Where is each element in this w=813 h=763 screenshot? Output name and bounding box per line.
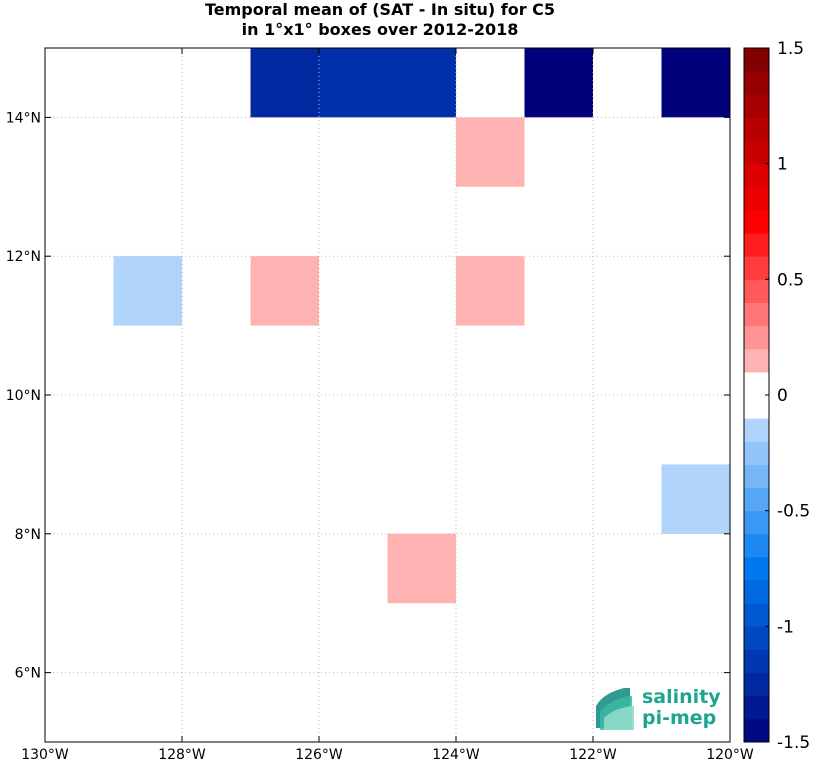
heatmap-cells: [113, 48, 730, 604]
logo-line-2: pi-mep: [642, 707, 716, 729]
colorbar-segment: [744, 672, 769, 697]
logo-waves-icon: [596, 688, 634, 730]
salinity-pi-mep-logo: salinity pi-mep: [596, 686, 721, 730]
colorbar-tick-label: 0.5: [777, 270, 804, 290]
colorbar-segment: [744, 209, 769, 234]
heatmap-cell: [113, 256, 182, 326]
heatmap-cell: [456, 117, 525, 187]
colorbar-tick-label: -0.5: [777, 502, 810, 522]
colorbar-segment: [744, 233, 769, 257]
chart-title-line-1: Temporal mean of (SAT - In situ) for C5: [204, 0, 556, 19]
colorbar-segment: [744, 140, 769, 165]
colorbar-tick-label: 1: [777, 155, 788, 175]
heatmap-cell: [456, 256, 525, 326]
colorbar-segment: [744, 695, 769, 720]
colorbar-segment: [744, 487, 769, 512]
colorbar-segment: [744, 117, 769, 142]
colorbar-segment: [744, 163, 769, 188]
chart-title: Temporal mean of (SAT - In situ) for C5 …: [0, 0, 760, 40]
colorbar-tick-label: 1.5: [777, 39, 804, 59]
colorbar-segment: [744, 556, 769, 581]
colorbar-segment: [744, 279, 769, 303]
heatmap-cell: [387, 533, 456, 604]
colorbar-tick-label: -1.5: [777, 733, 810, 753]
heatmap-cell: [387, 48, 456, 118]
y-axis: 6°N 8°N 10°N 12°N 14°N: [6, 110, 730, 682]
x-axis: 130°W 128°W 126°W 124°W 122°W 120°W: [21, 48, 754, 763]
colorbar-segment: [744, 603, 769, 627]
x-tick-label: 124°W: [432, 747, 480, 763]
colorbar-tick-label: -1: [777, 617, 794, 637]
x-tick-label: 120°W: [706, 747, 754, 763]
y-tick-label: 6°N: [15, 666, 41, 682]
colorbar-segment: [744, 302, 769, 327]
heatmap-cell: [661, 464, 730, 534]
colorbar-segment: [744, 395, 769, 419]
colorbar-segment: [744, 533, 769, 558]
colorbar-segment: [744, 649, 769, 674]
chart-title-line-2: in 1°x1° boxes over 2012-2018: [241, 20, 519, 39]
colorbar-segment: [744, 418, 769, 442]
colorbar-segment: [744, 580, 769, 604]
heatmap-cell: [250, 48, 319, 118]
heatmap-cell: [319, 48, 388, 118]
x-tick-label: 130°W: [21, 747, 69, 763]
logo-line-1: salinity: [642, 686, 721, 708]
colorbar-segment: [744, 325, 769, 350]
y-tick-label: 10°N: [6, 388, 41, 404]
heatmap-cell: [661, 48, 730, 118]
colorbar-segment: [744, 626, 769, 650]
heatmap-cell: [524, 48, 593, 118]
x-tick-label: 126°W: [295, 747, 343, 763]
heatmap-cell: [250, 256, 319, 326]
grid-lines: [45, 48, 730, 742]
y-tick-label: 12°N: [6, 249, 41, 265]
colorbar-segment: [744, 48, 769, 72]
colorbar-segment: [744, 464, 769, 489]
colorbar-segment: [744, 94, 769, 118]
colorbar-segment: [744, 371, 769, 396]
plot-frame: [44, 47, 731, 743]
colorbar-tick-label: 0: [777, 386, 788, 406]
colorbar: 1.5 1 0.5 0 -0.5 -1 -1.5: [743, 39, 810, 753]
colorbar-segment: [744, 718, 769, 743]
x-tick-label: 128°W: [158, 747, 206, 763]
colorbar-segment: [744, 186, 769, 211]
y-tick-label: 8°N: [15, 527, 41, 543]
colorbar-segment: [744, 256, 769, 280]
y-tick-label: 14°N: [6, 110, 41, 126]
colorbar-segment: [744, 441, 769, 465]
x-tick-label: 122°W: [569, 747, 617, 763]
colorbar-segment: [744, 71, 769, 95]
colorbar-segment: [744, 510, 769, 535]
colorbar-segment: [744, 348, 769, 373]
